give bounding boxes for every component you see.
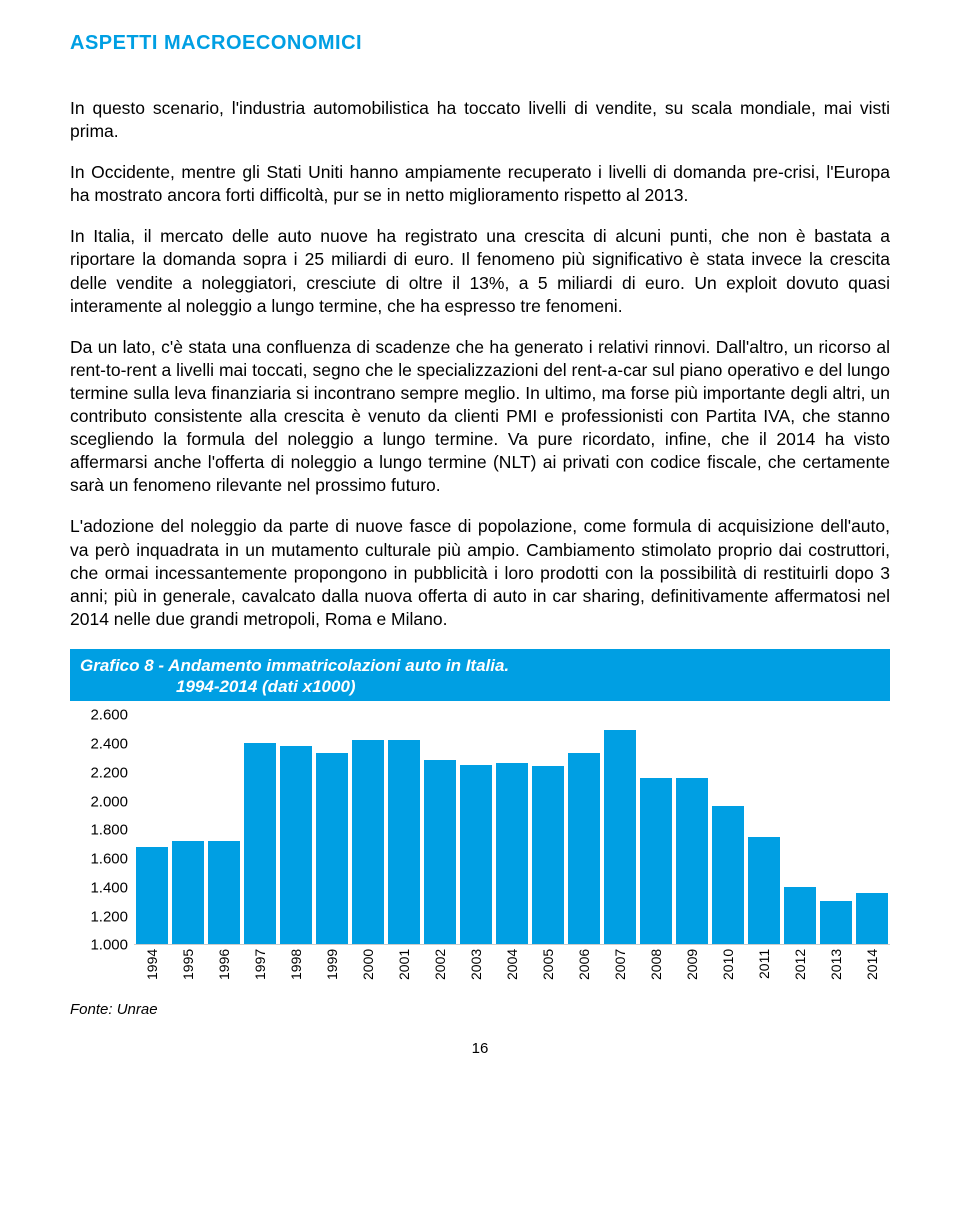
y-tick-label: 1.400 — [90, 879, 128, 896]
y-tick-label: 2.000 — [90, 793, 128, 810]
paragraph-4: Da un lato, c'è stata una confluenza di … — [70, 336, 890, 498]
paragraph-5: L'adozione del noleggio da parte di nuov… — [70, 515, 890, 630]
bar-chart: 2.600 2.400 2.200 2.000 1.800 1.600 1.400 1.200… — [70, 707, 890, 997]
bar — [424, 760, 456, 944]
y-tick-label: 2.600 — [90, 707, 128, 724]
x-tick-label: 2000 — [352, 949, 384, 991]
bar — [820, 901, 852, 944]
section-title: ASPETTI MACROECONOMICI — [70, 32, 890, 55]
bar — [712, 806, 744, 944]
bar — [856, 893, 888, 945]
x-axis: 1994199519961997199819992000200120022003… — [134, 949, 890, 991]
x-tick-label: 2006 — [568, 949, 600, 991]
chart-title: Grafico 8 - Andamento immatricolazioni a… — [70, 649, 890, 702]
y-tick-label: 2.400 — [90, 736, 128, 753]
bar — [208, 841, 240, 945]
x-tick-label: 1996 — [208, 949, 240, 991]
bar — [388, 740, 420, 944]
x-tick-label: 2007 — [604, 949, 636, 991]
bar — [280, 746, 312, 944]
y-tick-label: 1.000 — [90, 937, 128, 954]
bar — [460, 765, 492, 945]
bar — [496, 763, 528, 944]
x-tick-label: 2010 — [712, 949, 744, 991]
x-tick-label: 2011 — [748, 949, 780, 991]
y-tick-label: 1.200 — [90, 908, 128, 925]
x-tick-label: 2008 — [640, 949, 672, 991]
bar — [172, 841, 204, 945]
x-tick-label: 1997 — [244, 949, 276, 991]
x-tick-label: 2009 — [676, 949, 708, 991]
y-tick-label: 2.200 — [90, 764, 128, 781]
chart-source: Fonte: Unrae — [70, 1001, 890, 1018]
bar — [784, 887, 816, 945]
bar — [316, 753, 348, 944]
bar — [136, 847, 168, 945]
bar — [532, 766, 564, 944]
bar — [352, 740, 384, 944]
x-tick-label: 1999 — [316, 949, 348, 991]
x-tick-label: 2001 — [388, 949, 420, 991]
bar — [244, 743, 276, 944]
chart-title-line1: Grafico 8 - Andamento immatricolazioni a… — [80, 656, 509, 675]
x-tick-label: 1995 — [172, 949, 204, 991]
paragraph-2: In Occidente, mentre gli Stati Uniti han… — [70, 161, 890, 207]
paragraph-3: In Italia, il mercato delle auto nuove h… — [70, 225, 890, 317]
x-tick-label: 1994 — [136, 949, 168, 991]
x-tick-label: 2002 — [424, 949, 456, 991]
x-tick-label: 2004 — [496, 949, 528, 991]
chart-title-line2: 1994-2014 (dati x1000) — [80, 676, 880, 697]
bar — [568, 753, 600, 944]
x-tick-label: 2012 — [784, 949, 816, 991]
chart-plot-area — [134, 715, 890, 945]
x-tick-label: 2014 — [856, 949, 888, 991]
paragraph-1: In questo scenario, l'industria automobi… — [70, 97, 890, 143]
bar — [604, 730, 636, 944]
bar — [748, 837, 780, 945]
x-tick-label: 1998 — [280, 949, 312, 991]
bar — [676, 778, 708, 945]
x-tick-label: 2013 — [820, 949, 852, 991]
x-tick-label: 2003 — [460, 949, 492, 991]
bar — [640, 778, 672, 945]
y-tick-label: 1.800 — [90, 822, 128, 839]
page-number: 16 — [70, 1040, 890, 1057]
y-tick-label: 1.600 — [90, 851, 128, 868]
x-tick-label: 2005 — [532, 949, 564, 991]
